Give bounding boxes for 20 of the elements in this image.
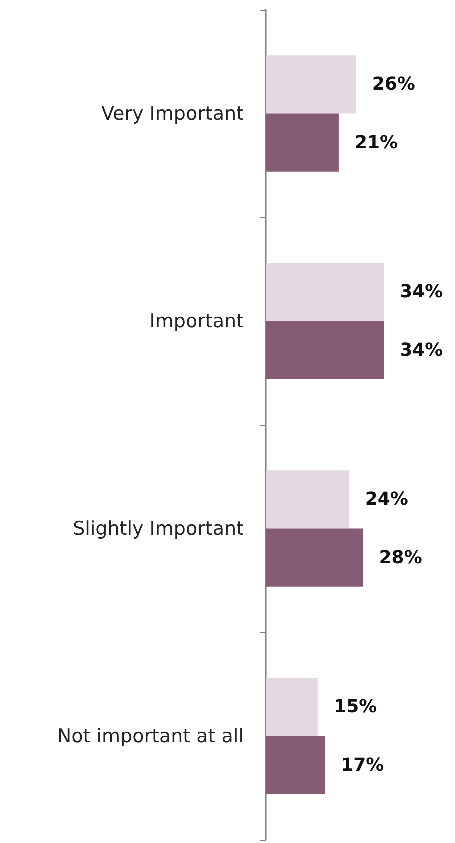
y-tick-label: Very Important: [102, 102, 244, 125]
bar: [266, 56, 356, 114]
data-label: 24%: [365, 489, 408, 510]
bar: [266, 321, 384, 380]
y-tick-label: Not important at all: [57, 725, 244, 748]
data-label: 15%: [334, 696, 378, 718]
data-label: 28%: [379, 547, 422, 568]
data-label: 17%: [341, 754, 384, 776]
y-tick-label: Slightly Important: [73, 518, 244, 540]
bar: [266, 470, 350, 529]
y-tick-label: Important: [150, 310, 244, 332]
data-label: 21%: [354, 132, 398, 154]
data-label: 26%: [372, 74, 416, 96]
bar: [266, 114, 339, 172]
bar: [266, 736, 326, 794]
bar: [266, 263, 384, 322]
bar: [266, 528, 364, 587]
bar: [266, 678, 318, 736]
data-label: 34%: [400, 282, 444, 303]
data-label: 34%: [400, 340, 444, 361]
